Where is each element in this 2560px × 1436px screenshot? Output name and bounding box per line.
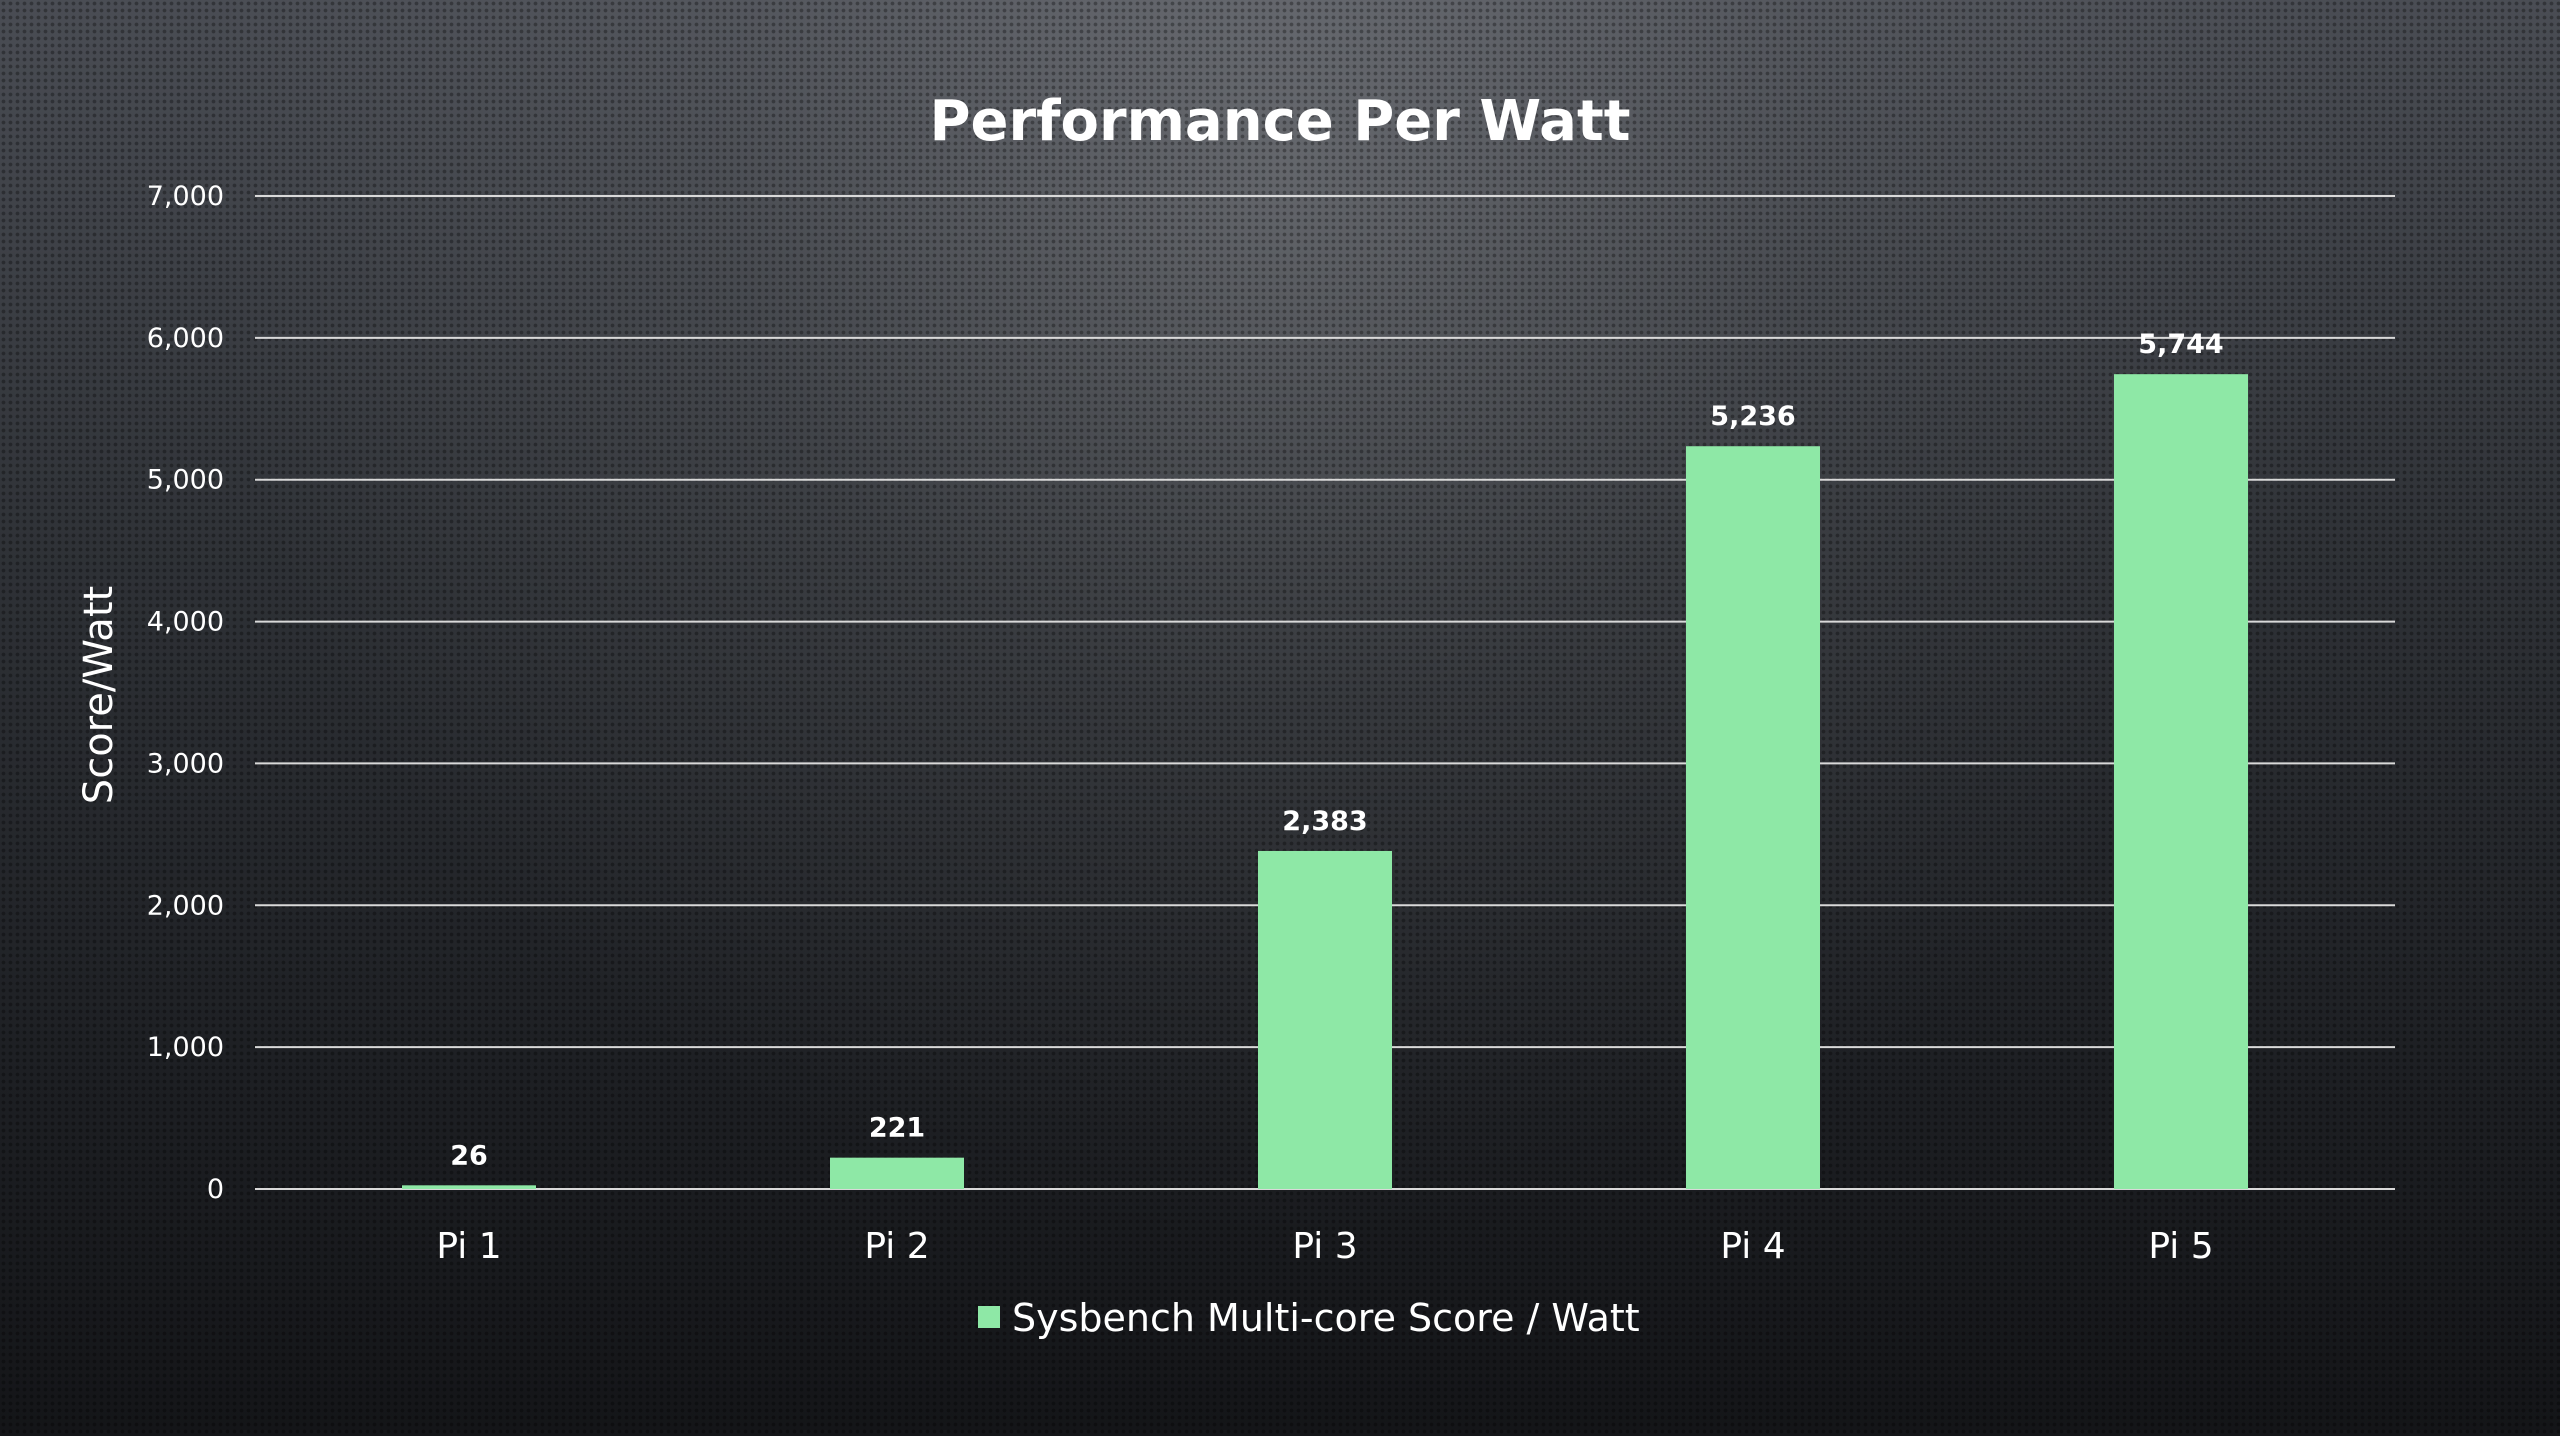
legend-label: Sysbench Multi-core Score / Watt bbox=[1012, 1296, 1640, 1340]
x-tick-label: Pi 4 bbox=[1720, 1226, 1785, 1267]
legend-swatch bbox=[978, 1306, 1000, 1328]
bar-pi-5 bbox=[2114, 374, 2248, 1189]
bar-pi-4 bbox=[1686, 446, 1820, 1190]
x-tick-label: Pi 2 bbox=[864, 1226, 929, 1267]
legend: Sysbench Multi-core Score / Watt bbox=[978, 1296, 1640, 1340]
chart-title: Performance Per Watt bbox=[929, 89, 1630, 154]
bar-pi-3 bbox=[1258, 850, 1392, 1189]
data-label: 2,383 bbox=[1282, 806, 1367, 837]
x-axis-ticks: Pi 1 Pi 2 Pi 3 Pi 4 Pi 5 bbox=[436, 1226, 2213, 1267]
data-label: 221 bbox=[869, 1113, 925, 1144]
data-label: 26 bbox=[450, 1140, 488, 1171]
data-label: 5,744 bbox=[2138, 329, 2223, 360]
data-labels: 26 221 2,383 5,236 5,744 bbox=[450, 329, 2223, 1171]
bar-pi-2 bbox=[830, 1157, 964, 1189]
x-tick-label: Pi 5 bbox=[2148, 1226, 2213, 1267]
x-tick-label: Pi 1 bbox=[436, 1226, 501, 1267]
bars bbox=[402, 374, 2248, 1190]
y-tick-label: 6,000 bbox=[147, 323, 224, 354]
y-tick-label: 2,000 bbox=[147, 890, 224, 921]
y-tick-label: 4,000 bbox=[147, 607, 224, 638]
y-tick-label: 3,000 bbox=[147, 748, 224, 779]
x-tick-label: Pi 3 bbox=[1292, 1226, 1357, 1267]
data-label: 5,236 bbox=[1710, 401, 1795, 432]
y-tick-label: 5,000 bbox=[147, 465, 224, 496]
y-axis-ticks: 0 1,000 2,000 3,000 4,000 5,000 6,000 7,000 bbox=[147, 181, 224, 1205]
y-tick-label: 1,000 bbox=[147, 1032, 224, 1063]
bar-pi-1 bbox=[402, 1185, 536, 1189]
y-tick-label: 7,000 bbox=[147, 181, 224, 212]
y-axis-title: Score/Watt bbox=[76, 586, 122, 804]
y-tick-label: 0 bbox=[207, 1174, 224, 1205]
